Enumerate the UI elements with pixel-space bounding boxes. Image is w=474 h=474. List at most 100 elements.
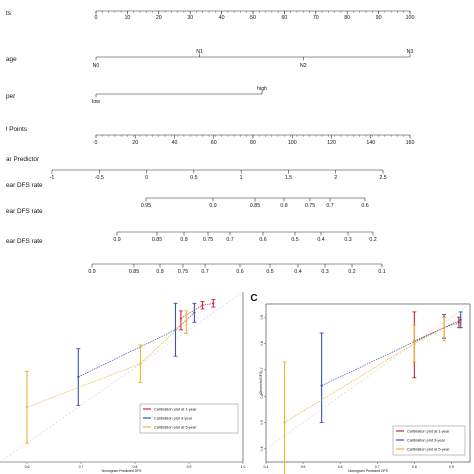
data-point	[413, 342, 416, 345]
nomogram-tick-label: 0.9	[209, 203, 216, 209]
series-2	[25, 310, 189, 444]
series-1	[319, 311, 463, 423]
nomogram-tick-label: 0.4	[294, 269, 301, 275]
legend-label: Calibration plot 3-year	[407, 437, 446, 442]
nomogram-row-label-4: ar Predictor	[6, 156, 40, 163]
nomogram-row-label-7: ear DFS rate	[6, 238, 43, 245]
nomogram-tick-label: 0.5	[266, 269, 273, 275]
nomogram-tick-label: 100	[406, 15, 415, 21]
data-point	[25, 406, 29, 409]
x-tick-label: 0.8	[133, 465, 138, 469]
nomogram-tick-label: 0.7	[201, 269, 208, 275]
y-axis-label-c: Observed DFS	[259, 371, 263, 394]
x-tick-label: 0.9	[449, 465, 454, 469]
nomogram-tick-label: 1.5	[285, 175, 292, 181]
nomogram-tick-label: 0.9	[88, 269, 95, 275]
data-point	[201, 304, 204, 307]
nomogram-tick-label: 0.5	[291, 237, 298, 243]
nomogram-tick-label: 0.75	[203, 237, 213, 243]
nomogram-tick-label: 80	[250, 140, 256, 146]
series-0	[412, 311, 461, 379]
nomogram-tick-label: 2	[334, 175, 337, 181]
nomogram-tick-label: 20	[132, 140, 138, 146]
nomogram-row-label-1: age	[6, 56, 17, 63]
nomogram-tick-label: 0.4	[317, 237, 324, 243]
x-tick-label: 0.6	[338, 465, 343, 469]
nomogram-tick-label: N3	[407, 49, 414, 55]
nomogram-tick-label: 2.5	[379, 175, 386, 181]
series-line	[26, 320, 187, 408]
nomogram-tick-label: 0	[145, 175, 148, 181]
y-tick-label-c: 0.5	[260, 420, 264, 425]
nomogram-row-label-5: ear DFS rate	[6, 182, 43, 189]
nomogram-tick-label: N0	[93, 63, 100, 69]
nomogram-tick-label: 0.6	[361, 203, 368, 209]
nomogram-tick-label: 70	[313, 15, 319, 21]
nomogram-tick-label: 0.2	[369, 237, 376, 243]
nomogram-tick-label: 0	[95, 15, 98, 21]
legend-label: Calibration plot at 5-year	[154, 424, 197, 429]
nomogram-tick-label: 120	[327, 140, 336, 146]
plot-frame-c	[265, 303, 471, 463]
nomogram-tick-label: 40	[219, 15, 225, 21]
nomogram-tick-label: 0.95	[141, 203, 151, 209]
nomogram-tick-label: 100	[288, 140, 297, 146]
nomogram-tick-label: 0.3	[344, 237, 351, 243]
data-point	[442, 326, 446, 329]
y-tick-label-c: 0.6	[260, 394, 264, 399]
data-point	[193, 311, 196, 314]
nomogram-row-label-3: l Points	[6, 126, 27, 133]
data-point	[77, 375, 80, 379]
data-point	[320, 384, 323, 387]
nomogram-tick-label: 80	[344, 15, 350, 21]
data-point	[179, 317, 182, 320]
data-point	[185, 319, 188, 322]
x-tick-label: 0.4	[264, 465, 269, 469]
x-tick-label: 0.9	[187, 465, 192, 469]
nomogram-tick-label: 0.8	[280, 203, 287, 209]
nomogram-tick-label: 160	[406, 140, 415, 146]
legend-label: Calibration plot at 5-year	[407, 446, 450, 451]
x-tick-label: 0.8	[412, 465, 417, 469]
x-axis-label: Nomogram Predicted DFS	[102, 469, 142, 473]
x-tick-label: 1.0	[241, 465, 246, 469]
nomogram-tick-label: 40	[172, 140, 178, 146]
legend-box	[139, 403, 239, 434]
nomogram-tick-label: 0.2	[348, 269, 355, 275]
nomogram-tick-label: 0.7	[226, 237, 233, 243]
nomogram-row-label-0: ts	[6, 10, 11, 17]
y-tick-label-c: 0.4	[260, 446, 264, 451]
nomogram-tick-label: 0.6	[259, 237, 266, 243]
nomogram-tick-label: N1	[196, 49, 203, 55]
nomogram-tick-label: 0.8	[180, 237, 187, 243]
series-line	[414, 322, 459, 342]
nomogram-tick-label: N2	[300, 63, 307, 69]
panel-label-c: C	[250, 293, 257, 304]
nomogram-tick-label: 0.85	[250, 203, 260, 209]
nomogram-tick-label: 0.85	[152, 237, 162, 243]
nomogram-tick-label: 0.8	[156, 269, 163, 275]
nomogram-tick-label: 10	[124, 15, 130, 21]
nomogram-tick-label: 0.9	[113, 237, 120, 243]
x-tick-label: 0.7	[375, 465, 380, 469]
nomogram-tick-label: 60	[281, 15, 287, 21]
nomogram-tick-label: high	[257, 86, 267, 92]
nomogram-tick-label: 50	[250, 15, 256, 21]
data-point	[457, 321, 460, 324]
data-point	[139, 362, 142, 365]
nomogram-tick-label: 0.75	[178, 269, 188, 275]
series-1	[76, 302, 197, 406]
nomogram-row-label-2: per	[6, 93, 16, 100]
series-0	[178, 299, 216, 331]
legend-label: Calibration plot at 1-year	[154, 406, 197, 411]
nomogram-tick-label: 20	[156, 15, 162, 21]
x-axis-label: Nomogram Predicted DFS	[348, 469, 388, 473]
data-point	[283, 421, 286, 424]
series-line	[78, 312, 195, 378]
legend-label: Calibration plot 3-year	[154, 415, 193, 420]
nomogram-tick-label: 140	[366, 140, 375, 146]
series-line	[284, 327, 445, 423]
nomogram-tick-label: 0	[95, 140, 98, 146]
x-tick-label: 0.5	[301, 465, 306, 469]
